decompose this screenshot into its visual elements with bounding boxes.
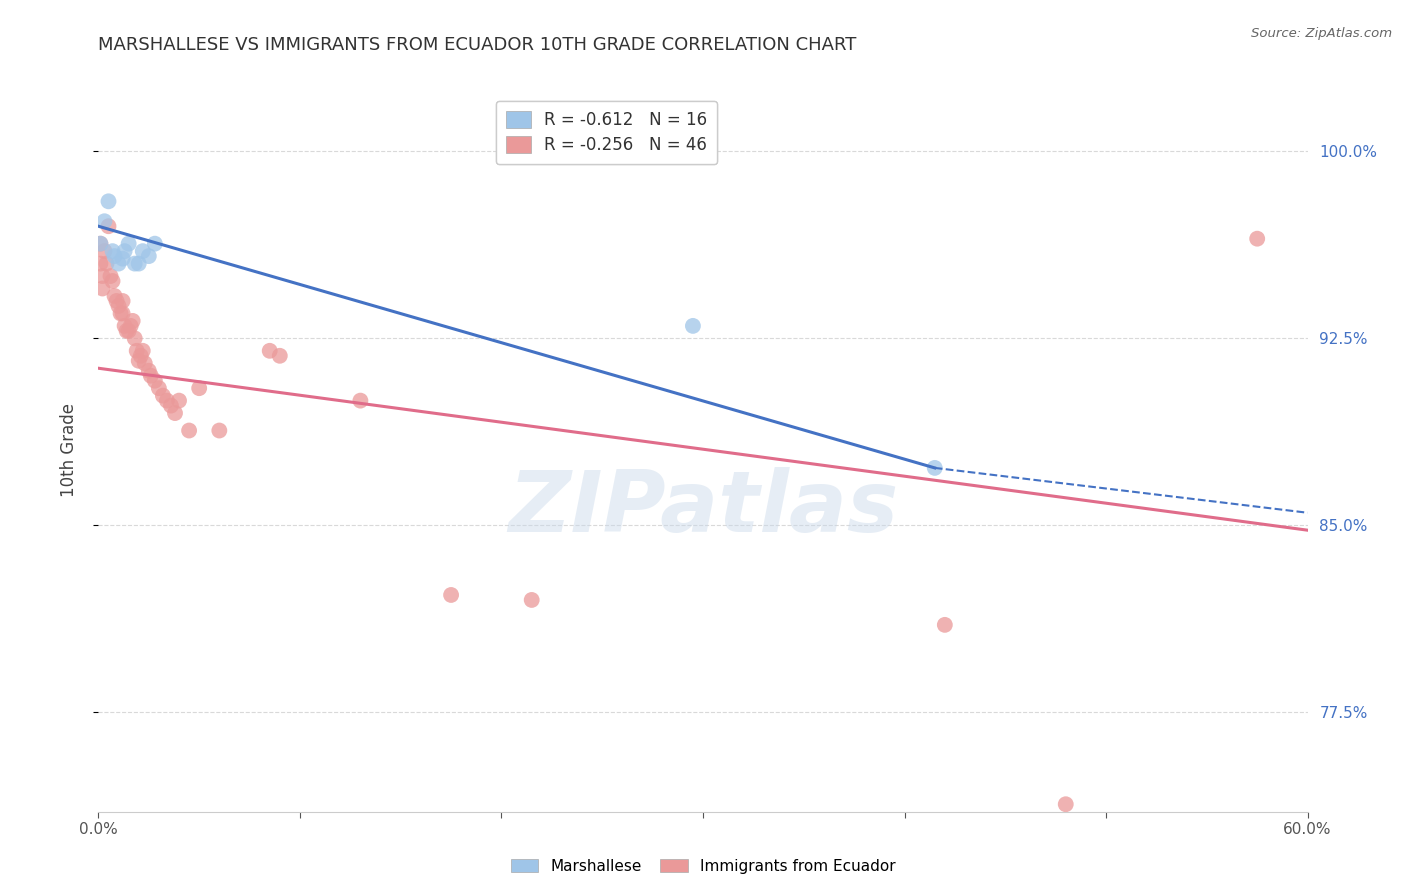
Point	[118, 324, 141, 338]
Point	[93, 244, 115, 259]
Text: ZIPatlas: ZIPatlas	[508, 467, 898, 549]
Point	[124, 331, 146, 345]
Point	[111, 293, 134, 308]
Point	[148, 381, 170, 395]
Text: MARSHALLESE VS IMMIGRANTS FROM ECUADOR 10TH GRADE CORRELATION CHART: MARSHALLESE VS IMMIGRANTS FROM ECUADOR 1…	[98, 36, 856, 54]
Point	[934, 618, 956, 632]
Point	[179, 424, 201, 438]
Point	[107, 257, 129, 271]
Point	[103, 289, 125, 303]
Point	[101, 274, 124, 288]
Point	[89, 257, 111, 271]
Point	[269, 349, 291, 363]
Point	[1054, 797, 1077, 812]
Point	[118, 236, 141, 251]
Point	[125, 343, 148, 358]
Point	[115, 324, 138, 338]
Point	[682, 318, 704, 333]
Point	[124, 257, 146, 271]
Point	[114, 318, 136, 333]
Point	[259, 343, 281, 358]
Point	[208, 424, 231, 438]
Point	[93, 214, 115, 228]
Point	[128, 257, 150, 271]
Y-axis label: 10th Grade: 10th Grade	[59, 403, 77, 498]
Point	[520, 593, 543, 607]
Point	[156, 393, 179, 408]
Point	[89, 236, 111, 251]
Point	[129, 349, 152, 363]
Point	[107, 299, 129, 313]
Point	[163, 406, 186, 420]
Point	[111, 306, 134, 320]
Point	[114, 244, 136, 259]
Point	[96, 257, 118, 271]
Point	[188, 381, 211, 395]
Legend: Marshallese, Immigrants from Ecuador: Marshallese, Immigrants from Ecuador	[505, 853, 901, 880]
Point	[121, 314, 143, 328]
Point	[138, 249, 160, 263]
Point	[349, 393, 371, 408]
Point	[138, 364, 160, 378]
Point	[128, 353, 150, 368]
Point	[167, 393, 190, 408]
Text: Source: ZipAtlas.com: Source: ZipAtlas.com	[1251, 27, 1392, 40]
Point	[91, 281, 114, 295]
Point	[143, 236, 166, 251]
Point	[924, 461, 946, 475]
Point	[103, 249, 125, 263]
Point	[152, 389, 174, 403]
Point	[440, 588, 463, 602]
Point	[100, 268, 122, 283]
Point	[139, 368, 162, 383]
Point	[132, 244, 155, 259]
Point	[97, 194, 120, 209]
Legend: R = -0.612   N = 16, R = -0.256   N = 46: R = -0.612 N = 16, R = -0.256 N = 46	[495, 101, 717, 164]
Point	[160, 399, 183, 413]
Point	[111, 252, 134, 266]
Point	[1246, 232, 1268, 246]
Point	[97, 219, 120, 234]
Point	[132, 343, 155, 358]
Point	[105, 293, 128, 308]
Point	[110, 306, 132, 320]
Point	[89, 236, 111, 251]
Point	[143, 374, 166, 388]
Point	[120, 318, 142, 333]
Point	[91, 268, 114, 283]
Point	[101, 244, 124, 259]
Point	[134, 356, 156, 370]
